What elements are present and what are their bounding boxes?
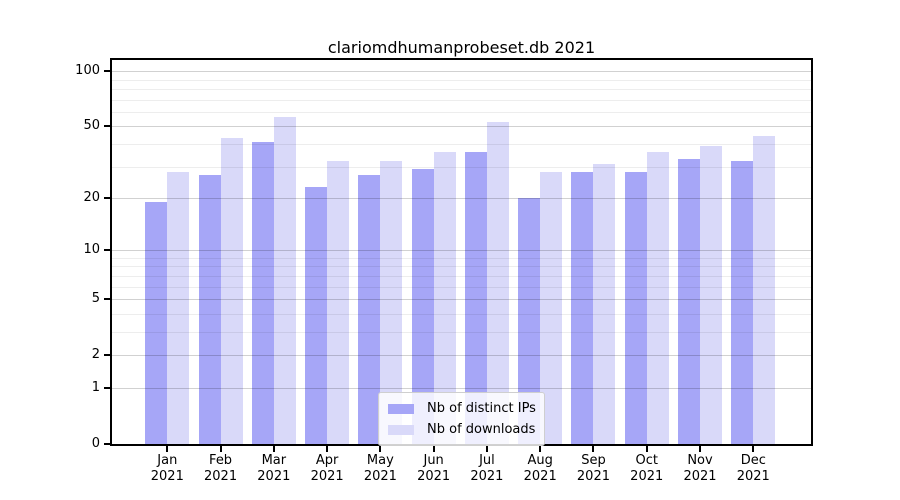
x-tick-jun bbox=[432, 446, 435, 452]
y-tick-label-2: 2 bbox=[91, 347, 100, 363]
x-tick-oct bbox=[645, 446, 648, 452]
y-tick-5 bbox=[104, 298, 112, 301]
bar-nb-of-distinct-ips-apr bbox=[305, 187, 328, 444]
gridline-major-5 bbox=[112, 299, 811, 301]
gridline-minor-9 bbox=[112, 257, 811, 259]
gridline-minor-40 bbox=[112, 143, 811, 145]
gridline-minor-30 bbox=[112, 166, 811, 168]
bar-nb-of-downloads-jan bbox=[167, 171, 190, 444]
bar-nb-of-downloads-aug bbox=[540, 171, 563, 444]
gridline-major-1 bbox=[112, 387, 811, 389]
legend: Nb of distinct IPs Nb of downloads bbox=[378, 392, 545, 446]
bar-nb-of-downloads-sep bbox=[593, 163, 616, 444]
x-tick-jan bbox=[166, 446, 169, 452]
x-tick-sep bbox=[592, 446, 595, 452]
bar-nb-of-downloads-mar bbox=[273, 117, 296, 444]
y-tick-label-5: 5 bbox=[91, 291, 100, 307]
x-tick-label-apr: Apr 2021 bbox=[310, 453, 344, 484]
y-tick-label-20: 20 bbox=[83, 190, 100, 205]
x-tick-apr bbox=[326, 446, 329, 452]
y-tick-20 bbox=[104, 197, 112, 199]
y-tick-1 bbox=[104, 386, 112, 389]
y-tick-2 bbox=[104, 354, 112, 357]
bar-nb-of-distinct-ips-feb bbox=[198, 174, 221, 444]
x-tick-label-sep: Sep 2021 bbox=[576, 453, 610, 484]
x-tick-aug bbox=[539, 446, 542, 452]
y-tick-label-10: 10 bbox=[83, 242, 100, 258]
bar-nb-of-downloads-nov bbox=[700, 145, 722, 444]
bar-nb-of-distinct-ips-jun bbox=[411, 169, 434, 444]
gridline-minor-80 bbox=[112, 88, 811, 90]
bar-nb-of-downloads-dec bbox=[753, 136, 776, 444]
x-tick-label-dec: Dec 2021 bbox=[736, 453, 770, 484]
gridline-minor-60 bbox=[112, 111, 811, 113]
bar-nb-of-distinct-ips-dec bbox=[731, 161, 754, 444]
gridline-minor-90 bbox=[112, 79, 811, 81]
x-tick-label-aug: Aug 2021 bbox=[523, 453, 557, 484]
gridline-minor-4 bbox=[112, 313, 811, 315]
gridline-minor-7 bbox=[112, 275, 811, 277]
x-tick-label-jun: Jun 2021 bbox=[417, 453, 451, 484]
gridline-minor-8 bbox=[112, 266, 811, 268]
x-tick-label-feb: Feb 2021 bbox=[204, 453, 238, 484]
gridline-minor-70 bbox=[112, 99, 811, 101]
x-tick-label-may: May 2021 bbox=[363, 453, 397, 484]
y-tick-10 bbox=[104, 249, 112, 252]
legend-label-distinct-ips: Nb of distinct IPs bbox=[427, 401, 536, 416]
bar-nb-of-distinct-ips-jul bbox=[464, 152, 487, 444]
bar-nb-of-downloads-jul bbox=[486, 121, 509, 444]
x-tick-nov bbox=[699, 446, 701, 452]
y-tick-label-100: 100 bbox=[75, 63, 100, 79]
gridline-minor-3 bbox=[112, 331, 811, 333]
legend-label-downloads: Nb of downloads bbox=[427, 422, 536, 437]
bar-nb-of-downloads-may bbox=[380, 161, 403, 444]
y-tick-0 bbox=[104, 443, 112, 445]
bar-nb-of-downloads-apr bbox=[327, 161, 350, 444]
bar-nb-of-distinct-ips-mar bbox=[251, 141, 274, 444]
bar-nb-of-downloads-feb bbox=[220, 138, 243, 444]
x-tick-feb bbox=[219, 446, 222, 452]
gridline-major-100 bbox=[112, 71, 811, 73]
bar-nb-of-distinct-ips-jan bbox=[145, 201, 168, 444]
gridline-major-50 bbox=[112, 126, 811, 128]
x-tick-label-jul: Jul 2021 bbox=[470, 453, 504, 484]
bar-nb-of-distinct-ips-sep bbox=[571, 171, 594, 444]
x-tick-jul bbox=[485, 446, 488, 452]
bar-nb-of-distinct-ips-oct bbox=[624, 171, 647, 444]
x-tick-mar bbox=[272, 446, 275, 452]
legend-item-downloads: Nb of downloads bbox=[388, 419, 535, 440]
x-tick-label-jan: Jan 2021 bbox=[150, 453, 184, 484]
y-tick-label-0: 0 bbox=[91, 436, 100, 451]
legend-item-distinct-ips: Nb of distinct IPs bbox=[388, 398, 536, 419]
y-tick-label-50: 50 bbox=[83, 118, 100, 134]
bar-nb-of-downloads-jun bbox=[433, 152, 456, 444]
x-tick-may bbox=[379, 446, 382, 452]
gridline-major-2 bbox=[112, 355, 811, 357]
gridline-major-20 bbox=[112, 198, 811, 199]
gridline-major-10 bbox=[112, 250, 811, 252]
x-tick-label-mar: Mar 2021 bbox=[257, 453, 291, 484]
x-tick-dec bbox=[752, 446, 755, 452]
x-tick-label-oct: Oct 2021 bbox=[630, 453, 664, 484]
y-tick-100 bbox=[104, 70, 112, 73]
x-tick-label-nov: Nov 2021 bbox=[683, 453, 717, 484]
gridline-minor-6 bbox=[112, 286, 811, 288]
chart-title: clariomdhumanprobeset.db 2021 bbox=[327, 38, 596, 57]
bar-nb-of-distinct-ips-nov bbox=[678, 159, 700, 444]
y-tick-label-1: 1 bbox=[91, 379, 100, 395]
legend-swatch-downloads bbox=[388, 424, 414, 435]
bar-nb-of-distinct-ips-may bbox=[358, 174, 381, 444]
bar-nb-of-distinct-ips-aug bbox=[518, 198, 541, 444]
bar-nb-of-downloads-oct bbox=[646, 152, 669, 444]
y-tick-50 bbox=[104, 125, 112, 128]
legend-swatch-distinct-ips bbox=[388, 403, 414, 414]
